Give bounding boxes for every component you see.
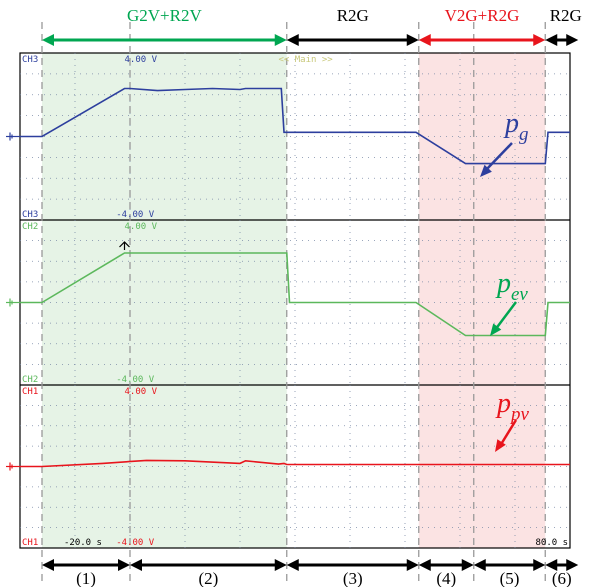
shaded-region-1 — [42, 53, 287, 548]
interval-arrow-3 — [286, 559, 419, 571]
interval-arrow-4 — [418, 559, 474, 571]
arrow-head-right — [461, 559, 474, 571]
ground-marker-icon — [6, 132, 20, 141]
channel-name-bottom: CH3 — [22, 210, 38, 220]
scale-top-label: 4.00 V — [125, 387, 158, 397]
signal-pointer-arrow — [480, 142, 513, 177]
arrow-head-right — [566, 559, 579, 571]
text-layer: G2V+R2V R2G V2G+R2G R2G (1) (2) (3) (4) (5) (6) <<… — [6, 6, 582, 587]
interval-label-4: (4) — [436, 569, 456, 587]
interval-label-5: (5) — [500, 569, 520, 587]
scale-top-label: 4.00 V — [125, 55, 158, 65]
channel-name-bottom: CH1 — [22, 538, 38, 548]
arrow-head-left — [286, 559, 299, 571]
signal-label-ch2: pev — [495, 268, 528, 305]
arrow-head-right — [406, 34, 419, 46]
scale-bottom-label: -4.00 V — [116, 375, 155, 385]
channel-name-top: CH1 — [22, 387, 38, 397]
interval-label-6: (6) — [552, 569, 572, 587]
arrow-head-left — [286, 34, 299, 46]
interval-arrow-2 — [130, 559, 287, 571]
arrow-head-left — [42, 559, 54, 571]
signal-pointer-arrow — [490, 301, 517, 336]
arrow-head-left — [130, 559, 142, 571]
screen-mode-label: << Main >> — [279, 55, 334, 65]
pointer-head — [480, 164, 492, 177]
arrow-head-right — [118, 559, 130, 571]
channel-name-bottom: CH2 — [22, 375, 38, 385]
ground-marker-icon — [6, 298, 20, 307]
pointer-shaft — [484, 142, 513, 172]
ground-marker-icon — [6, 462, 20, 471]
arrow-head-left — [418, 559, 431, 571]
pointer-shaft — [494, 301, 517, 331]
arrow-head-right — [406, 559, 419, 571]
time-tick-left: -20.0 s — [64, 538, 102, 548]
mode-label-3: V2G+R2G — [445, 6, 520, 25]
trace-ch1 — [20, 459, 570, 468]
interval-label-1: (1) — [76, 569, 96, 587]
channel-name-top: CH2 — [22, 222, 38, 232]
interval-arrow-6 — [545, 559, 579, 571]
scale-bottom-label: -4.00 V — [116, 538, 155, 548]
trace-ch2 — [20, 252, 570, 337]
time-tick-right: 80.0 s — [535, 538, 568, 548]
mode-label-1: G2V+R2V — [127, 6, 202, 25]
mode-arrow-2 — [286, 34, 419, 46]
arrow-head-left — [545, 34, 558, 46]
arrow-head-left — [545, 559, 558, 571]
mode-arrow-1 — [42, 34, 287, 46]
mode-arrow-3 — [418, 34, 546, 46]
arrow-head-right — [274, 559, 287, 571]
arrow-head-right — [566, 34, 579, 46]
pointer-head — [490, 323, 502, 336]
arrow-head-left — [473, 559, 486, 571]
arrow-head-left — [42, 34, 54, 46]
mode-label-2: R2G — [337, 6, 369, 25]
channel-name-top: CH3 — [22, 55, 38, 65]
background-layer — [42, 53, 546, 548]
interval-arrow-5 — [473, 559, 546, 571]
interval-arrow-1 — [42, 559, 130, 571]
scale-top-label: 4.00 V — [125, 222, 158, 232]
arrow-head-right — [274, 34, 287, 46]
signal-label-ch3: pg — [503, 108, 529, 145]
arrow-head-right — [533, 559, 546, 571]
arrow-head-left — [418, 34, 431, 46]
interval-label-3: (3) — [343, 569, 363, 587]
interval-label-2: (2) — [198, 569, 218, 587]
arrow-head-right — [533, 34, 546, 46]
shaded-region-2 — [418, 53, 546, 548]
signal-label-ch1: ppv — [495, 388, 530, 425]
mode-arrow-4 — [545, 34, 579, 46]
pointer-shaft — [498, 419, 518, 447]
signal-pointer-arrow — [495, 419, 518, 452]
mode-label-4: R2G — [550, 6, 582, 25]
scale-bottom-label: -4.00 V — [116, 210, 155, 220]
pointer-head — [495, 439, 506, 452]
